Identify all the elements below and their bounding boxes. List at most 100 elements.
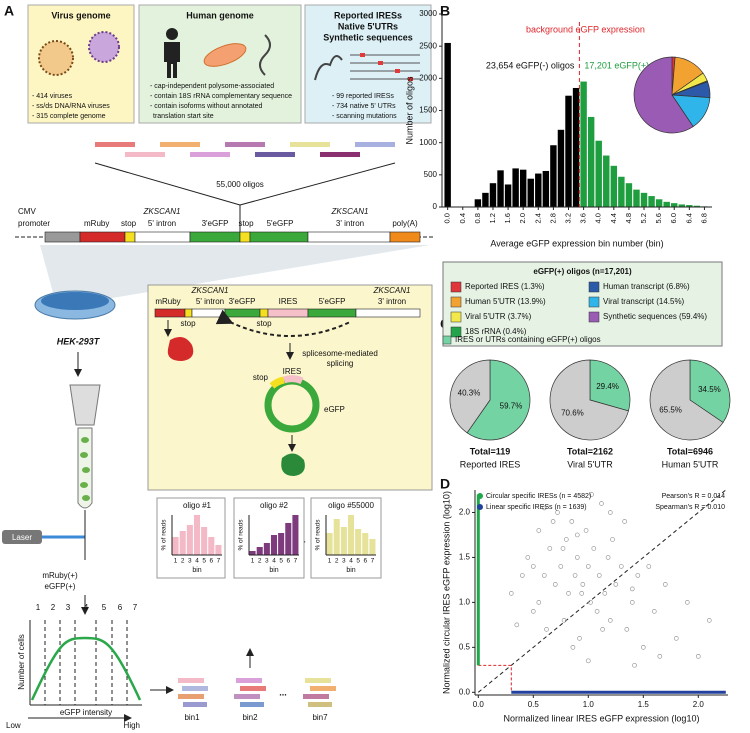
point: [589, 492, 594, 497]
x-axis-label: Normalized linear IRES eGFP expression (…: [504, 713, 700, 723]
pie-total: Total=6946: [667, 446, 713, 456]
splice-label: ZKSCAN1: [373, 286, 411, 295]
bin-number: 1: [36, 603, 41, 612]
circular-ires: [282, 375, 304, 385]
x-axis-label: Average eGFP expression bin number (bin): [490, 238, 663, 248]
legend-swatch: [450, 281, 462, 293]
splice-label: 5'eGFP: [319, 297, 346, 306]
point: [657, 653, 663, 659]
circular-stop: [269, 376, 285, 389]
splice-label: mRuby: [155, 297, 180, 306]
y-axis-label: % of reads: [238, 519, 245, 551]
x-tick-label: 0.0: [473, 700, 485, 709]
axis-label: Number of cells: [17, 634, 26, 690]
point: [599, 501, 604, 506]
point: [585, 658, 591, 664]
rna-icon: [314, 55, 343, 81]
bar: [693, 205, 701, 207]
y-tick-label: 2500: [419, 41, 437, 50]
x-tick-label: 5: [279, 558, 283, 565]
bar: [179, 531, 186, 555]
stat-label: Spearman's R = 0.010: [655, 504, 725, 511]
x-tick-label: 6.0: [669, 213, 678, 223]
y-tick-label: 3000: [419, 9, 437, 18]
bar: [686, 205, 693, 207]
construct-label: 3'eGFP: [202, 219, 229, 228]
box-title: Synthetic sequences: [323, 32, 413, 42]
sorted-cells: [80, 437, 90, 501]
bin-number: 5: [102, 603, 107, 612]
bar: [497, 170, 504, 207]
box-item: - cap-independent polysome-associated: [150, 83, 274, 90]
x-tick-label: 3: [265, 558, 269, 565]
splice-label: stop: [253, 373, 269, 382]
pie-slice: [466, 359, 531, 441]
legend-title: eGFP(+) oligos (n=17,201): [533, 267, 632, 276]
bin-label: bin1: [184, 713, 200, 722]
x-tick-label: 6.8: [699, 213, 708, 223]
slice-label: 29.4%: [596, 382, 619, 391]
construct-label: stop: [238, 219, 254, 228]
x-tick-label: 7: [217, 558, 221, 565]
x-tick-label: 2: [258, 558, 262, 565]
point: [610, 537, 615, 542]
legend-label: Human transcript (6.8%): [603, 282, 690, 291]
box-title: Human genome: [186, 10, 254, 20]
splice-label: eGFP: [324, 405, 345, 414]
point: [569, 519, 575, 524]
bar: [504, 184, 512, 207]
panel-a: A B C D Virus genome - 414 viruses - ss/…: [2, 3, 450, 730]
ellipsis: ...: [279, 687, 287, 697]
x-tick-label: 1.2: [488, 213, 497, 223]
panel-label: A: [4, 3, 14, 19]
chart-title: oligo #2: [260, 501, 289, 510]
bin-number: 4: [84, 603, 89, 612]
x-tick-label: 3: [342, 558, 346, 565]
x-tick-label: 5.6: [654, 213, 663, 223]
pie-name: Reported IRES: [460, 459, 521, 469]
bar: [208, 537, 215, 555]
bar: [535, 173, 542, 207]
bar: [278, 533, 285, 555]
point: [536, 528, 542, 533]
bar: [618, 176, 625, 207]
x-tick-label: 1.0: [583, 700, 595, 709]
point: [629, 600, 635, 605]
slice-label: 70.6%: [561, 408, 584, 417]
bar: [285, 523, 292, 555]
bar: [326, 533, 333, 555]
point: [632, 662, 637, 668]
person-icon: [166, 28, 178, 40]
binned-oligos: [178, 678, 336, 707]
laser-box: [2, 530, 42, 544]
legend-label: Reported IRES (1.3%): [465, 282, 545, 291]
x-tick-label: 6.4: [684, 213, 693, 223]
point: [544, 627, 549, 632]
cell-icon: [203, 43, 247, 67]
bar: [362, 533, 369, 555]
box-item: translation start site: [153, 113, 214, 120]
x-axis-label: bin: [192, 567, 201, 574]
bar: [678, 204, 685, 207]
pie-name: Human 5'UTR: [662, 459, 719, 469]
egfp-blob: [281, 453, 305, 476]
bar: [215, 545, 222, 555]
slice-label: 34.5%: [698, 385, 721, 394]
construct-label: ZKSCAN1: [143, 207, 181, 216]
bar: [648, 196, 655, 207]
construct-label: 3' intron: [336, 219, 364, 228]
pie-slice: [633, 56, 694, 134]
splice-label: 3'eGFP: [229, 297, 256, 306]
chart-title: oligo #1: [183, 501, 212, 510]
x-axis-label: bin: [346, 567, 355, 574]
box-title: Reported IRESs: [334, 10, 402, 20]
box-item: - 99 reported IRESs: [332, 93, 394, 100]
x-tick-label: 2.0: [518, 213, 527, 223]
point: [583, 528, 589, 533]
point: [579, 591, 585, 596]
construct-label: 5' intron: [148, 219, 176, 228]
point: [607, 510, 613, 515]
bar: [640, 192, 648, 207]
y-axis-label: % of reads: [161, 519, 168, 551]
